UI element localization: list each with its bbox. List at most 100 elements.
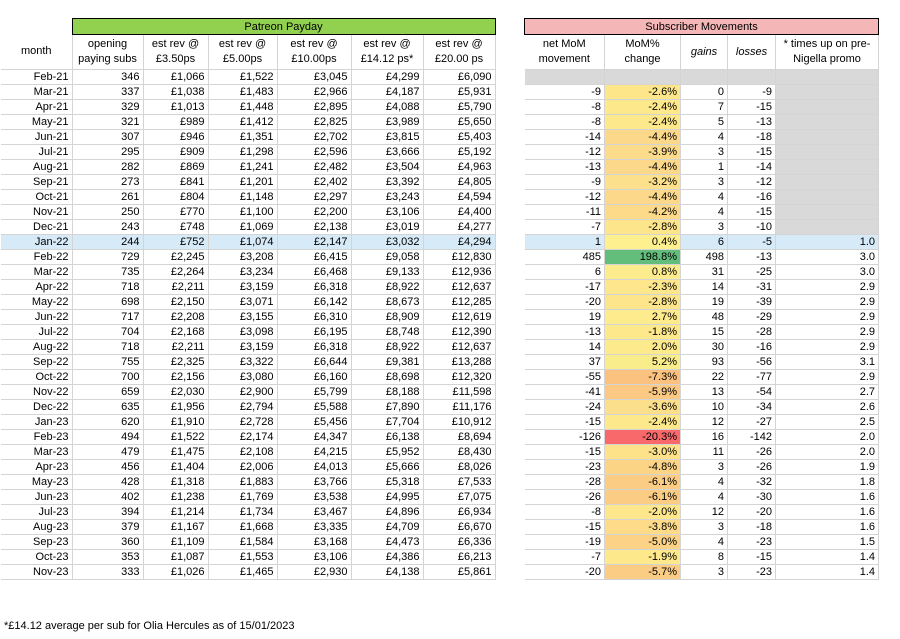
value-cell: 1.0 xyxy=(775,234,879,250)
value-cell: 2.9 xyxy=(775,324,879,340)
value-cell: £1,412 xyxy=(208,114,278,130)
month-cell: Aug-23 xyxy=(1,519,73,535)
value-cell: -142 xyxy=(727,429,776,445)
value-cell: -39 xyxy=(727,294,776,310)
value-cell: £8,698 xyxy=(351,369,424,385)
value-cell xyxy=(775,69,879,85)
value-cell: £2,702 xyxy=(277,129,352,145)
table-row: -55 -7.3% 22 -77 2.9 xyxy=(524,369,879,385)
value-cell: £12,936 xyxy=(423,264,496,280)
table-row: Aug-23 379 £1,167 £1,668 £3,335 £4,709 £6,670 xyxy=(1,519,496,535)
value-cell xyxy=(727,69,776,85)
value-cell: -26 xyxy=(524,489,605,505)
value-cell: -16 xyxy=(727,189,776,205)
value-cell: 704 xyxy=(72,324,144,340)
value-cell: £804 xyxy=(143,189,209,205)
value-cell: 93 xyxy=(680,354,728,370)
table-row: -19 -5.0% 4 -23 1.5 xyxy=(524,534,879,550)
value-cell: -13 xyxy=(727,249,776,265)
value-cell: 244 xyxy=(72,234,144,250)
value-cell: 30 xyxy=(680,339,728,355)
value-cell: £6,213 xyxy=(423,549,496,565)
table-row: -13 -4.4% 1 -14 xyxy=(524,159,879,175)
month-cell: Nov-23 xyxy=(1,564,73,580)
month-cell: Jun-22 xyxy=(1,309,73,325)
value-cell xyxy=(775,189,879,205)
value-cell: 243 xyxy=(72,219,144,235)
value-cell: -14 xyxy=(727,159,776,175)
value-cell: £6,415 xyxy=(277,249,352,265)
value-cell: -15 xyxy=(524,519,605,535)
value-cell: £6,934 xyxy=(423,504,496,520)
value-cell: 2.0 xyxy=(775,429,879,445)
value-cell: £12,285 xyxy=(423,294,496,310)
month-cell: Oct-21 xyxy=(1,189,73,205)
value-cell: £770 xyxy=(143,204,209,220)
value-cell: -19 xyxy=(524,534,605,550)
value-cell: £1,404 xyxy=(143,459,209,475)
table-row: 485 198.8% 498 -13 3.0 xyxy=(524,249,879,265)
table-row: Jul-23 394 £1,214 £1,734 £3,467 £4,896 £6,934 xyxy=(1,504,496,520)
value-cell: £1,910 xyxy=(143,414,209,430)
value-cell: -9 xyxy=(524,174,605,190)
value-cell: £2,208 xyxy=(143,309,209,325)
value-cell: -23 xyxy=(727,534,776,550)
column-header: est rev @ £3.50ps xyxy=(143,34,209,70)
mom-percent-cell: -3.2% xyxy=(604,174,681,190)
value-cell xyxy=(775,219,879,235)
value-cell: 3 xyxy=(680,144,728,160)
value-cell: £3,243 xyxy=(351,189,424,205)
value-cell: £1,734 xyxy=(208,504,278,520)
value-cell: £2,966 xyxy=(277,84,352,100)
mom-percent-cell: 2.7% xyxy=(604,309,681,325)
value-cell: -13 xyxy=(727,114,776,130)
value-cell: 494 xyxy=(72,429,144,445)
value-cell: 379 xyxy=(72,519,144,535)
value-cell: £4,995 xyxy=(351,489,424,505)
column-header: MoM% change xyxy=(604,34,681,70)
value-cell: £12,619 xyxy=(423,309,496,325)
value-cell: £4,294 xyxy=(423,234,496,250)
table-row: -12 -4.4% 4 -16 xyxy=(524,189,879,205)
table-row: -7 -1.9% 8 -15 1.4 xyxy=(524,549,879,565)
table-row: Jun-21 307 £946 £1,351 £2,702 £3,815 £5,403 xyxy=(1,129,496,145)
mom-percent-cell: -7.3% xyxy=(604,369,681,385)
value-cell: £9,381 xyxy=(351,354,424,370)
value-cell: 4 xyxy=(680,189,728,205)
value-cell: £2,150 xyxy=(143,294,209,310)
value-cell: £1,109 xyxy=(143,534,209,550)
value-cell: £2,825 xyxy=(277,114,352,130)
value-cell: -16 xyxy=(727,339,776,355)
value-cell: £4,187 xyxy=(351,84,424,100)
value-cell: £6,310 xyxy=(277,309,352,325)
value-cell: £5,666 xyxy=(351,459,424,475)
value-cell: -27 xyxy=(727,414,776,430)
value-cell: £2,006 xyxy=(208,459,278,475)
value-cell: -26 xyxy=(727,459,776,475)
value-cell: £2,596 xyxy=(277,144,352,160)
value-cell: £11,176 xyxy=(423,399,496,415)
month-cell: Nov-22 xyxy=(1,384,73,400)
value-cell xyxy=(775,84,879,100)
value-cell: -34 xyxy=(727,399,776,415)
table-row: Nov-23 333 £1,026 £1,465 £2,930 £4,138 £5,861 xyxy=(1,564,496,580)
value-cell: £3,159 xyxy=(208,339,278,355)
value-cell: 13 xyxy=(680,384,728,400)
table-row: 6 0.8% 31 -25 3.0 xyxy=(524,264,879,280)
value-cell: 1.4 xyxy=(775,564,879,580)
value-cell: 353 xyxy=(72,549,144,565)
table-row: Oct-22 700 £2,156 £3,080 £6,160 £8,698 £12,320 xyxy=(1,369,496,385)
value-cell: 7 xyxy=(680,99,728,115)
value-cell: £3,392 xyxy=(351,174,424,190)
value-cell: £989 xyxy=(143,114,209,130)
month-cell: Nov-21 xyxy=(1,204,73,220)
value-cell: -15 xyxy=(524,414,605,430)
value-cell: -28 xyxy=(727,324,776,340)
value-cell: £9,058 xyxy=(351,249,424,265)
value-cell: -8 xyxy=(524,114,605,130)
value-cell: £1,522 xyxy=(208,69,278,85)
mom-percent-cell: -4.4% xyxy=(604,159,681,175)
value-cell: £8,430 xyxy=(423,444,496,460)
value-cell: -15 xyxy=(727,144,776,160)
value-cell: £3,989 xyxy=(351,114,424,130)
